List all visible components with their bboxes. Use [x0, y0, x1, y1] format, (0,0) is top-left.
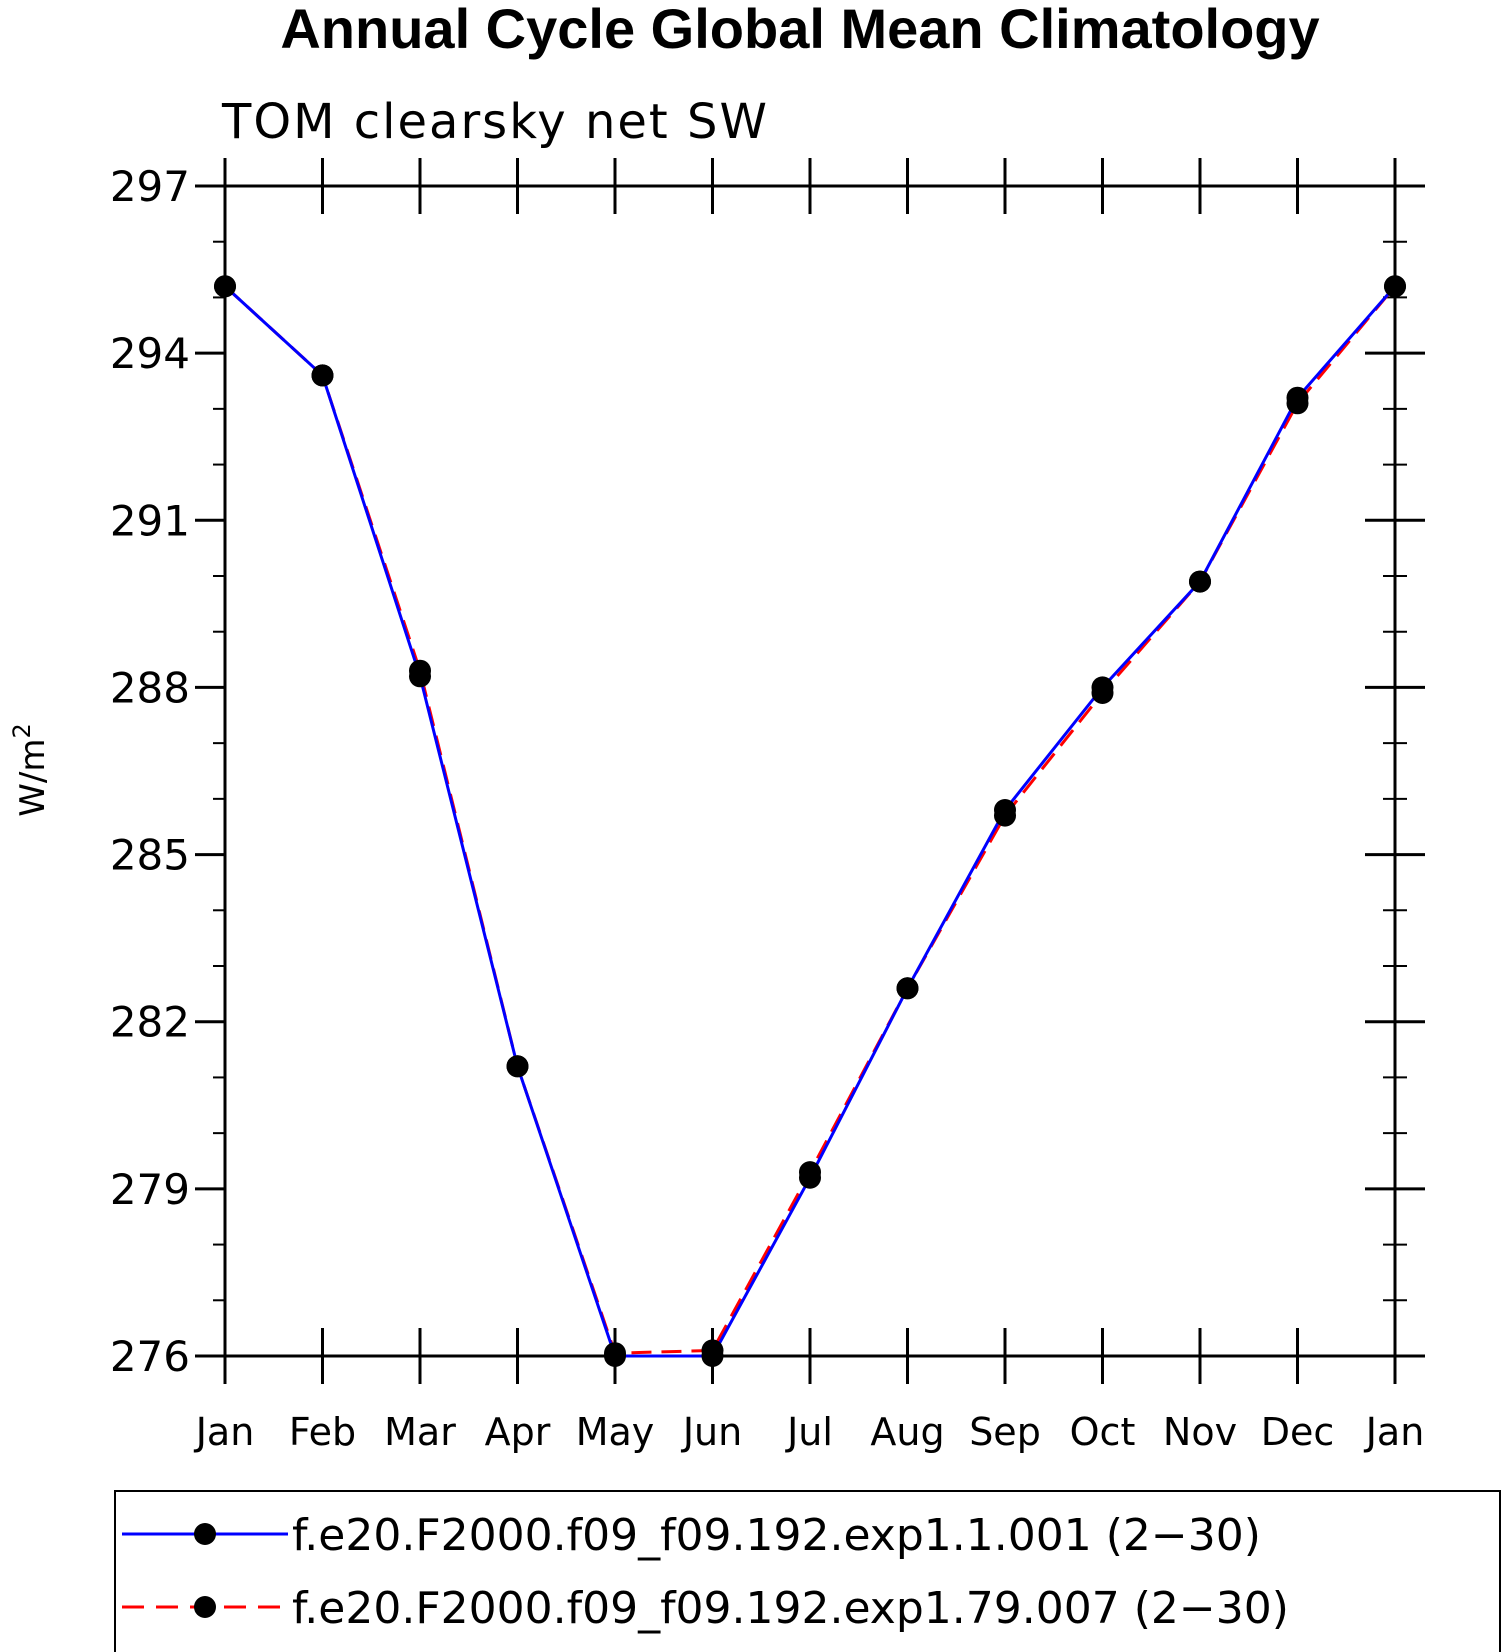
- series-2-point: [701, 1339, 724, 1362]
- x-tick-label: May: [576, 1410, 655, 1454]
- series-2-point: [1384, 275, 1406, 298]
- series-2-point: [799, 1161, 821, 1184]
- x-tick-label: Jun: [681, 1410, 742, 1454]
- series-lines: [223, 285, 1397, 1358]
- series-2-point: [214, 275, 236, 298]
- series-2-point: [1091, 682, 1114, 704]
- x-tick-label: Feb: [289, 1410, 356, 1454]
- series-2-point: [994, 804, 1016, 827]
- legend: f.e20.F2000.f09_f09.192.exp1.1.001 (2−30…: [114, 1490, 1501, 1652]
- x-tick-labels: Jan Feb Mar Apr May Jun Jul Aug Sep Oct Nov Dec Jan: [194, 1410, 1425, 1454]
- x-tick-label: Oct: [1070, 1410, 1136, 1454]
- x-tick-label: Aug: [870, 1410, 944, 1454]
- y-tick-label: 276: [110, 1332, 190, 1381]
- legend-box: [114, 1490, 1501, 1652]
- y-tick-label: 282: [110, 998, 190, 1047]
- x-tick-label: Sep: [969, 1410, 1041, 1454]
- series-line-1: [223, 285, 1397, 1358]
- series-2-point: [1286, 392, 1309, 415]
- chart-subtitle: TOM clearsky net SW: [221, 94, 769, 150]
- series-markers: [214, 275, 1406, 1367]
- x-tick-label: Nov: [1163, 1410, 1237, 1454]
- y-tick-label: 297: [110, 162, 190, 211]
- y-axis-label-unit: W/m: [13, 739, 53, 817]
- y-tick-label: 288: [110, 663, 190, 712]
- chart-title: Annual Cycle Global Mean Climatology: [280, 0, 1319, 60]
- x-tick-label: Jul: [785, 1410, 833, 1454]
- x-tick-label: Mar: [384, 1410, 456, 1454]
- y-tick-label: 279: [110, 1165, 190, 1214]
- x-tick-label: Jan: [1364, 1410, 1425, 1454]
- series-2-point: [896, 977, 919, 1000]
- y-tick-labels: 276 279 282 285 288 291 294 297: [110, 162, 190, 1381]
- x-tick-label: Dec: [1261, 1410, 1335, 1454]
- series-2-point: [506, 1055, 529, 1078]
- legend-label-series-2: f.e20.F2000.f09_f09.192.exp1.79.007 (2−3…: [292, 1583, 1289, 1634]
- legend-label-series-1: f.e20.F2000.f09_f09.192.exp1.1.001 (2−30…: [292, 1510, 1261, 1561]
- series-2-point: [409, 659, 431, 682]
- axis-ticks: [195, 158, 1425, 1384]
- y-axis-label: W/m2: [8, 723, 53, 816]
- legend-marker-series-2: [194, 1596, 216, 1618]
- series-line-2: [223, 285, 1397, 1355]
- y-tick-label: 285: [110, 831, 190, 880]
- y-tick-label: 294: [110, 329, 190, 378]
- x-tick-label: Jan: [194, 1410, 255, 1454]
- legend-marker-series-1: [194, 1523, 216, 1545]
- y-axis-label-superscript: 2: [8, 723, 36, 738]
- series-2-point: [604, 1342, 626, 1365]
- series-2-point: [311, 364, 334, 387]
- x-tick-label: Apr: [485, 1410, 551, 1454]
- series-2-point: [1189, 570, 1211, 593]
- y-tick-label: 291: [110, 496, 190, 545]
